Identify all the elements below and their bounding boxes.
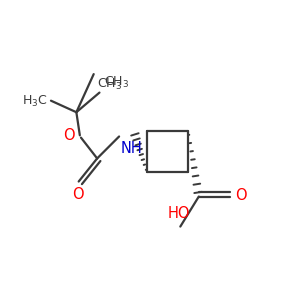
Text: HO: HO: [168, 206, 190, 221]
Text: CH$_3$: CH$_3$: [97, 76, 122, 92]
Text: O: O: [235, 188, 247, 203]
Text: O: O: [64, 128, 75, 143]
Text: CH$_3$: CH$_3$: [103, 75, 129, 90]
Text: NH: NH: [121, 141, 143, 156]
Text: O: O: [72, 187, 83, 202]
Text: H$_3$C: H$_3$C: [22, 94, 47, 110]
